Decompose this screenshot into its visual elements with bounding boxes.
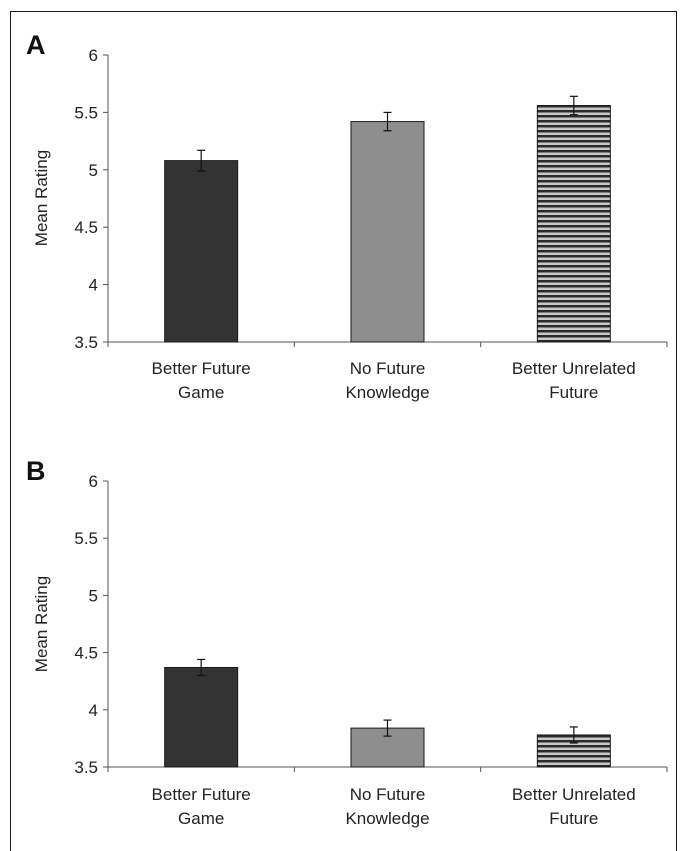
y-tick-label: 3.5 <box>74 758 98 777</box>
y-tick-label: 5 <box>89 161 98 180</box>
bar <box>536 105 611 343</box>
x-category-label: Better Unrelated <box>512 359 636 378</box>
x-category-label: Better Unrelated <box>512 785 636 804</box>
x-category-label: Future <box>549 383 598 402</box>
panel-label: A <box>26 30 46 60</box>
x-category-label: No Future <box>350 785 426 804</box>
bar <box>164 160 239 343</box>
chart-panel-a: A Mean Rating 6 5.5 5 4.5 4 3.5 Better Future Gam… <box>26 30 668 402</box>
y-tick-label: 6 <box>89 472 98 491</box>
x-category-label: Future <box>549 809 598 828</box>
y-tick-label: 4 <box>89 701 98 720</box>
y-tick-label: 4.5 <box>74 218 98 237</box>
x-category-label: Game <box>178 809 224 828</box>
y-tick-label: 3.5 <box>74 333 98 352</box>
panel-label: B <box>26 456 46 486</box>
figure-frame <box>10 11 677 851</box>
y-tick-label: 5.5 <box>74 103 98 122</box>
x-category-label: Better Future <box>152 785 251 804</box>
y-axis-label: Mean Rating <box>32 576 51 672</box>
y-tick-label: 5 <box>89 586 98 605</box>
y-tick-label: 5.5 <box>74 529 98 548</box>
y-tick-label: 4 <box>89 276 98 295</box>
chart-panel-b: B Mean Rating 6 5.5 5 4.5 4 3.5 Better Future Gam… <box>26 456 668 828</box>
x-category-label: Better Future <box>152 359 251 378</box>
x-category-label: Knowledge <box>345 383 429 402</box>
y-axis-label: Mean Rating <box>32 150 51 246</box>
x-category-label: Knowledge <box>345 809 429 828</box>
bar <box>350 121 425 343</box>
bar <box>164 666 239 768</box>
y-tick-label: 4.5 <box>74 644 98 663</box>
y-tick-label: 6 <box>89 46 98 65</box>
x-category-label: Game <box>178 383 224 402</box>
x-category-label: No Future <box>350 359 426 378</box>
